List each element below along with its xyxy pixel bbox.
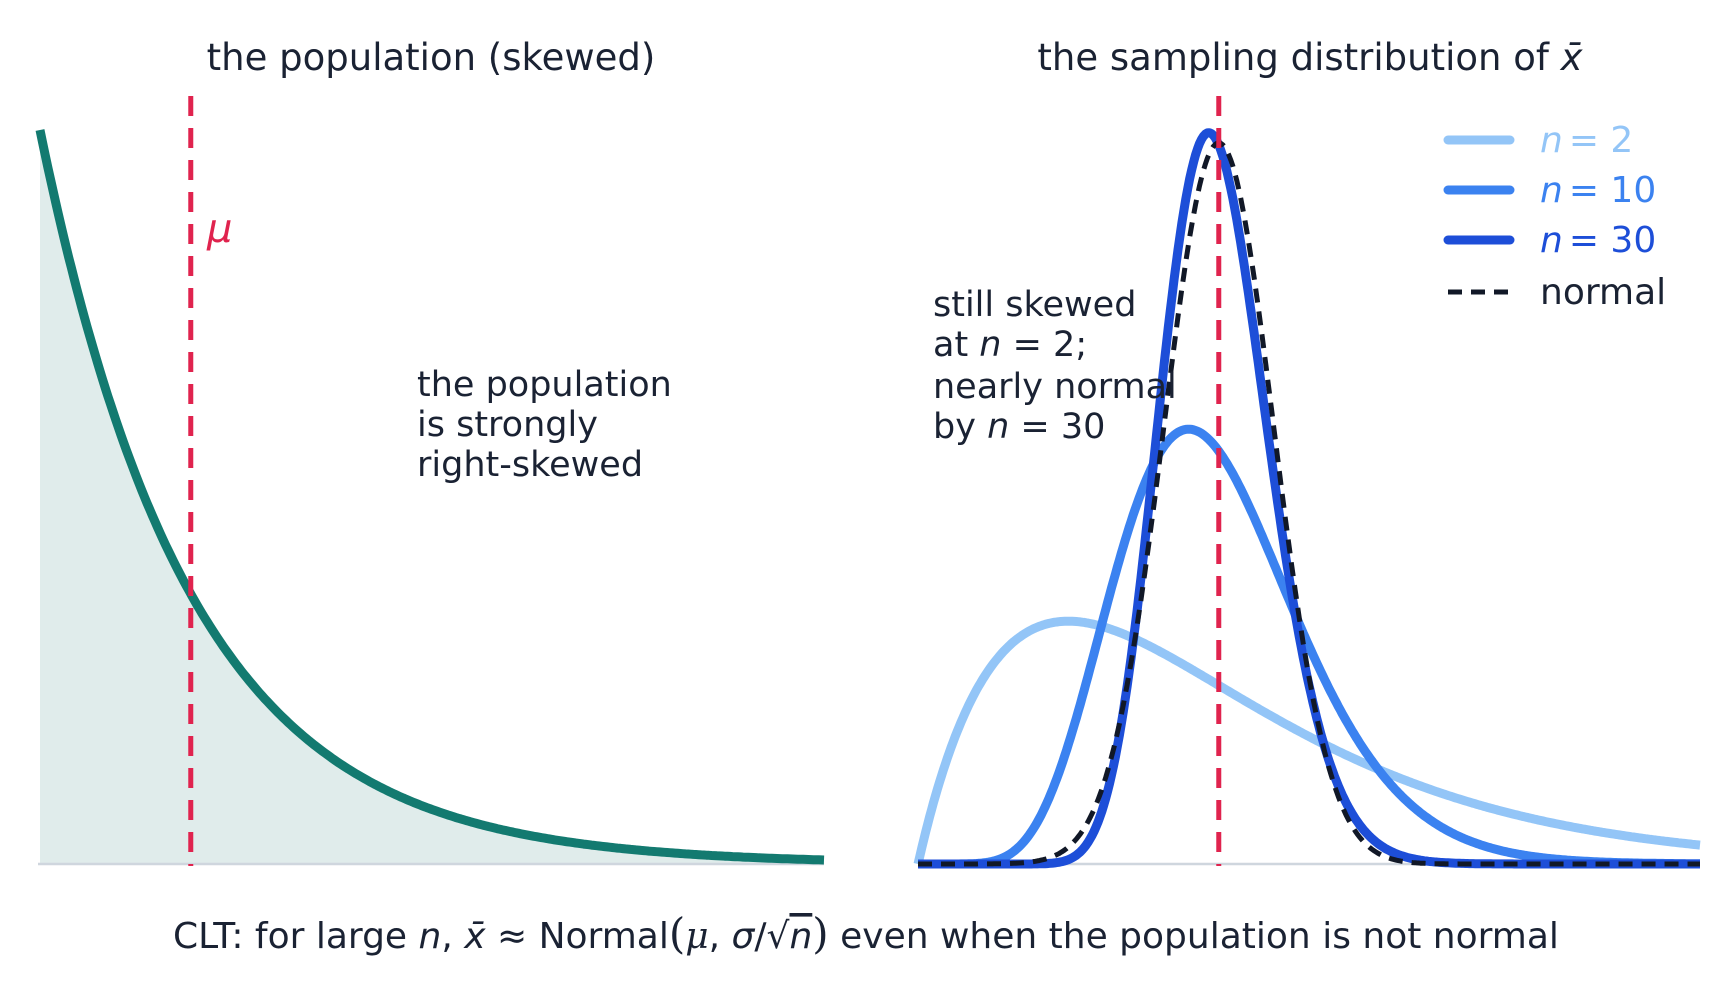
sampling-curve-n10 bbox=[915, 424, 1703, 869]
sampling-curves bbox=[913, 128, 1703, 869]
population-mean-label: μ bbox=[206, 206, 232, 252]
population-area-fill bbox=[40, 130, 824, 864]
legend-label-normal: normal bbox=[1540, 272, 1666, 313]
legend-label-n2: n = 2 bbox=[1540, 120, 1633, 161]
sampling-title-xbar: x̄ bbox=[1560, 36, 1584, 79]
legend-label-n30: n = 30 bbox=[1540, 220, 1656, 261]
sampling-title: the sampling distribution of x̄ bbox=[1037, 36, 1583, 79]
sampling-annotation-line-3: nearly normal bbox=[933, 367, 1177, 407]
sampling-annotation-line-2: at n = 2; bbox=[933, 325, 1087, 365]
population-panel: μ the population (skewed) the population… bbox=[35, 36, 826, 866]
sampling-annotation-line-1: still skewed bbox=[933, 285, 1136, 325]
sampling-curve-n2 bbox=[913, 616, 1703, 866]
sampling-panel: the sampling distribution of x̄ still sk… bbox=[913, 36, 1703, 869]
population-annotation-line-2: is strongly bbox=[417, 405, 598, 445]
population-annotation-line-3: right-skewed bbox=[417, 445, 643, 485]
population-annotation-line-1: the population bbox=[417, 365, 672, 405]
sampling-title-text: the sampling distribution of bbox=[1037, 36, 1560, 79]
legend-label-n10: n = 10 bbox=[1540, 170, 1656, 211]
sampling-legend: n = 2 n = 10 n = 30 normal bbox=[1443, 120, 1666, 313]
population-density-curve bbox=[35, 129, 826, 865]
sampling-curve-normal bbox=[917, 140, 1701, 867]
figure-caption: CLT: for large n, x̄ ≈ Normal(μ, σ/√n) e… bbox=[173, 909, 1559, 958]
sampling-annotation-line-4: by n = 30 bbox=[933, 407, 1105, 447]
population-title: the population (skewed) bbox=[207, 36, 656, 79]
